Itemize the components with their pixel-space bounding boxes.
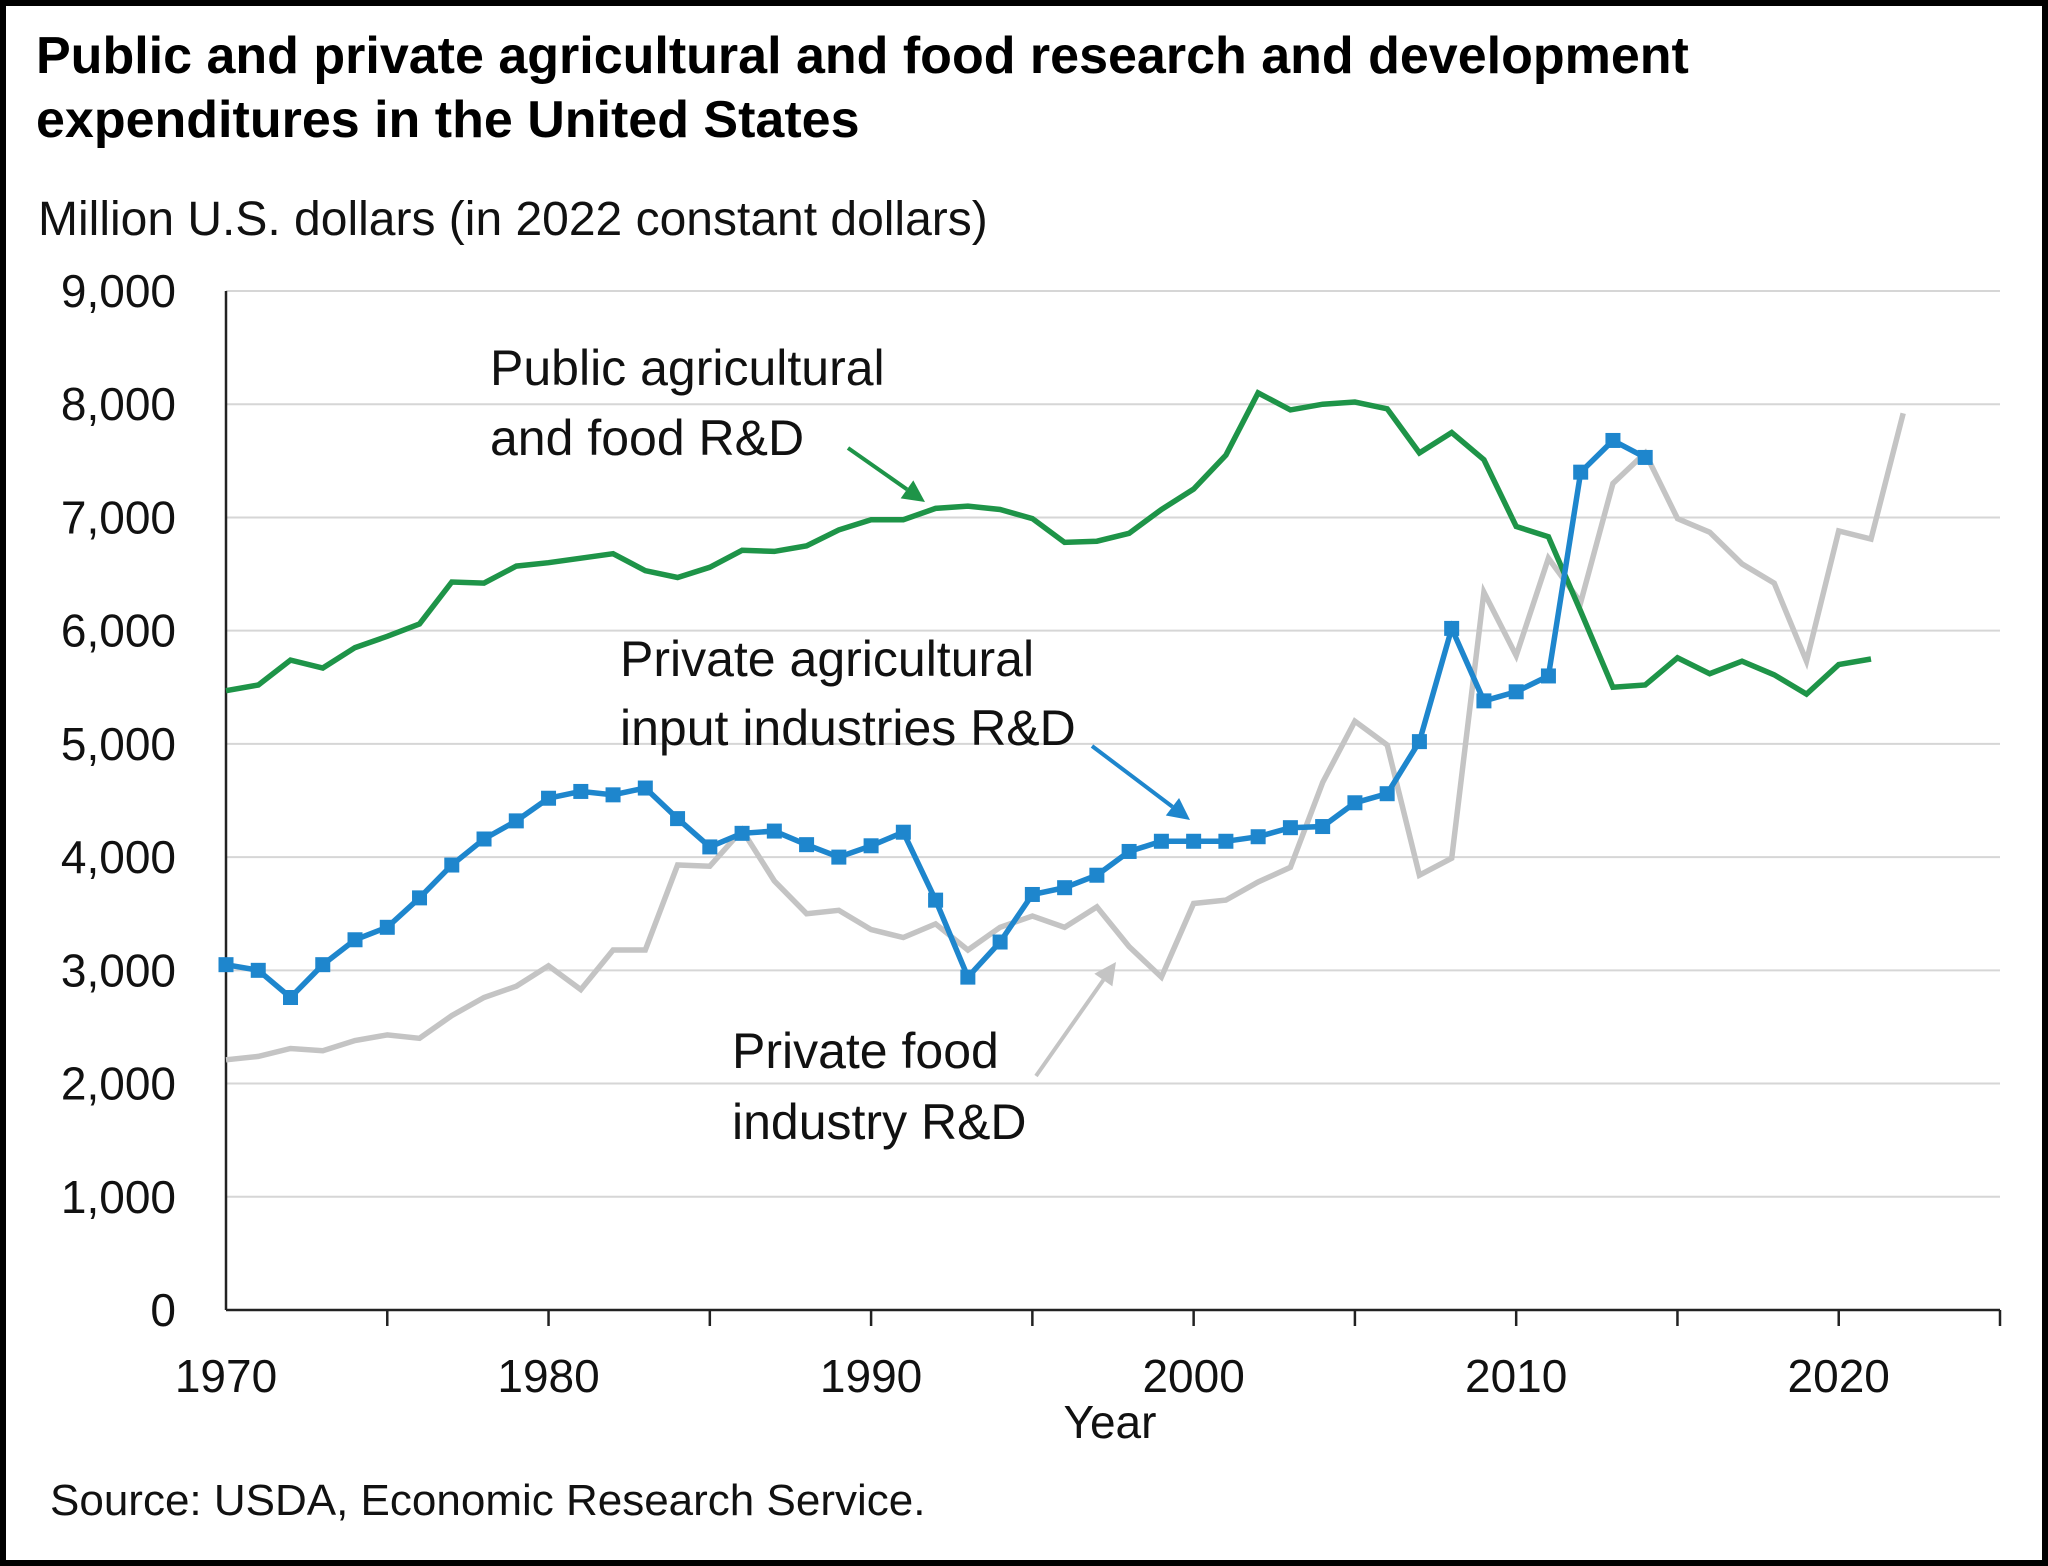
- data-point-marker: [412, 890, 428, 906]
- data-point-marker: [895, 824, 911, 840]
- source-note: Source: USDA, Economic Research Service.: [50, 1476, 926, 1525]
- x-tick-label: 2020: [1788, 1350, 1890, 1402]
- y-tick-label: 6,000: [61, 605, 176, 657]
- annotation-arrow-line: [846, 446, 909, 492]
- data-point-marker: [1282, 820, 1298, 836]
- gridlines: [226, 290, 2000, 1198]
- data-point-marker: [1024, 886, 1040, 902]
- y-tick-label: 5,000: [61, 718, 176, 770]
- annotation-arrow-head: [1094, 962, 1116, 987]
- annotation-arrow-line: [1090, 744, 1174, 809]
- data-point-marker: [218, 957, 234, 973]
- annotation-arrow-head: [900, 480, 925, 502]
- data-point-marker: [960, 969, 976, 985]
- data-point-marker: [1411, 734, 1427, 750]
- series-annotation-text: and food R&D: [490, 410, 804, 466]
- data-point-marker: [1540, 668, 1556, 684]
- data-point-marker: [702, 839, 718, 855]
- data-point-marker: [637, 780, 653, 796]
- y-tick-label: 9,000: [61, 265, 176, 317]
- annotations: Public agricultural and food R&D Private a…: [490, 340, 1190, 1150]
- axes: [224, 291, 2000, 1312]
- data-point-marker: [283, 990, 299, 1006]
- data-point-marker: [670, 811, 686, 827]
- x-tick-label: 1990: [820, 1350, 922, 1402]
- y-axis-unit-label: Million U.S. dollars (in 2022 constant d…: [38, 193, 988, 246]
- data-point-marker: [1315, 819, 1331, 835]
- series-line: [225, 412, 1906, 1063]
- data-point-marker: [1057, 880, 1073, 896]
- y-tick-label: 4,000: [61, 831, 176, 883]
- y-tick-label: 3,000: [61, 944, 176, 996]
- y-tick-label: 1,000: [61, 1171, 176, 1223]
- data-point-marker: [573, 783, 589, 799]
- data-point-marker: [541, 790, 557, 806]
- data-point-marker: [315, 957, 331, 973]
- data-point-marker: [1379, 786, 1395, 802]
- y-tick-label: 8,000: [61, 378, 176, 430]
- series-1: [218, 432, 1653, 1006]
- data-point-marker: [476, 831, 492, 847]
- y-tick-label: 7,000: [61, 491, 176, 543]
- data-point-marker: [605, 787, 621, 803]
- data-point-marker: [928, 892, 944, 908]
- y-tick-label: 0: [150, 1284, 176, 1336]
- x-tick-label: 1980: [497, 1350, 599, 1402]
- annotation-arrow-line: [1034, 978, 1105, 1078]
- data-point-marker: [1153, 833, 1169, 849]
- series-annotation-text: Private food: [732, 1023, 999, 1079]
- x-tick-label: 2000: [1142, 1350, 1244, 1402]
- series-annotation-text: industry R&D: [732, 1094, 1027, 1150]
- series-annotation-text: Public agricultural: [490, 340, 885, 396]
- series-lines: [218, 389, 1906, 1063]
- series-0: [225, 389, 1872, 698]
- data-point-marker: [1121, 843, 1137, 859]
- data-point-marker: [799, 837, 815, 853]
- data-point-marker: [508, 813, 524, 829]
- series-2: [225, 412, 1906, 1063]
- data-point-marker: [1186, 833, 1202, 849]
- data-point-marker: [1637, 449, 1653, 465]
- data-point-marker: [1605, 432, 1621, 448]
- data-point-marker: [1089, 867, 1105, 883]
- data-point-marker: [250, 962, 266, 978]
- series-annotation-text: input industries R&D: [620, 700, 1076, 756]
- data-point-marker: [1573, 464, 1589, 480]
- annotation-arrow-head: [1165, 797, 1190, 820]
- series-annotation-text: Private agricultural: [620, 631, 1034, 687]
- data-point-marker: [347, 932, 363, 948]
- data-point-marker: [1250, 829, 1266, 845]
- data-point-marker: [992, 934, 1008, 950]
- x-tick-label: 1970: [175, 1350, 277, 1402]
- data-point-marker: [1508, 684, 1524, 700]
- data-point-marker: [444, 857, 460, 873]
- y-tick-labels: 0 1,000 2,000 3,000 4,000 5,000 6,000 7,000 8,00…: [61, 265, 176, 1336]
- chart-title: Public and private agricultural and food…: [36, 27, 1689, 149]
- series-line: [225, 389, 1872, 698]
- data-point-marker: [766, 823, 782, 839]
- data-point-marker: [379, 919, 395, 935]
- data-point-marker: [1218, 833, 1234, 849]
- data-point-marker: [734, 825, 750, 841]
- data-point-marker: [831, 849, 847, 865]
- data-point-marker: [1347, 795, 1363, 811]
- x-tick-label: 2010: [1465, 1350, 1567, 1402]
- x-axis-label: Year: [1064, 1396, 1157, 1448]
- y-tick-label: 2,000: [61, 1058, 176, 1110]
- x-ticks: 1970 1980 1990 2000 2010 2020: [175, 1310, 2002, 1402]
- data-point-marker: [863, 838, 879, 854]
- data-point-marker: [1476, 693, 1492, 709]
- data-point-marker: [1444, 620, 1460, 636]
